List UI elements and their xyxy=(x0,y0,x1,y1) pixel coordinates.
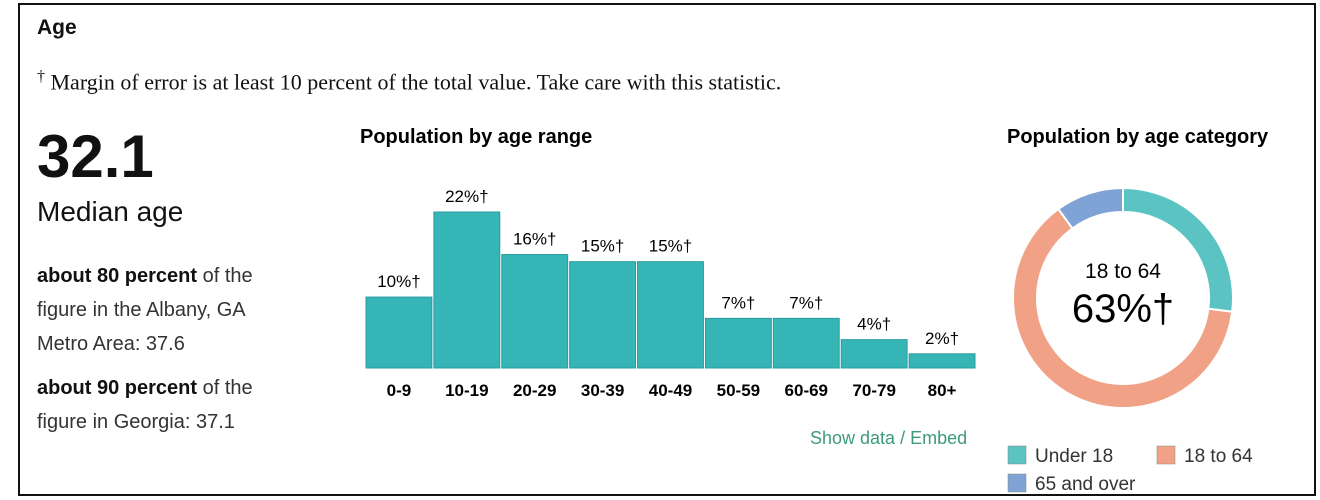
bar-label: 7%† xyxy=(721,293,755,312)
comparison: about 90 percent of the figure in Georgi… xyxy=(37,371,297,439)
section-frame xyxy=(18,3,1316,496)
comparison-bold: about 80 percent xyxy=(37,265,198,287)
x-tick-label: 40-49 xyxy=(649,381,692,400)
legend-swatch xyxy=(1007,473,1027,493)
legend-label: Under 18 xyxy=(1035,446,1113,467)
legend-label: 65 and over xyxy=(1035,474,1136,495)
bar-label: 4%† xyxy=(857,315,891,334)
note-symbol: † xyxy=(37,68,45,85)
embed-link[interactable]: Embed xyxy=(910,428,968,448)
x-tick-label: 70-79 xyxy=(852,381,895,400)
center-category: 18 to 64 xyxy=(1085,260,1161,283)
note-text: Margin of error is at least 10 percent o… xyxy=(50,69,782,95)
x-tick-label: 30-39 xyxy=(581,381,624,400)
donut-segment xyxy=(1056,186,1124,230)
center-value: 63%† xyxy=(1072,287,1174,331)
bar xyxy=(908,353,976,369)
bar xyxy=(433,211,501,369)
show-data-link[interactable]: Show data xyxy=(810,428,896,448)
x-tick-label: 0-9 xyxy=(387,381,412,400)
bar-label: 15%† xyxy=(581,237,624,256)
median-value: 32.1 xyxy=(37,123,154,190)
median-label: Median age xyxy=(37,196,184,227)
comparison: about 80 percent of the figure in the Al… xyxy=(37,259,297,361)
x-tick-label: 60-69 xyxy=(785,381,828,400)
x-tick-label: 20-29 xyxy=(513,381,556,400)
link-separator: / xyxy=(900,428,906,448)
comparison-text: of the figure in the Albany, GA Metro Ar… xyxy=(37,265,253,355)
donut-segment xyxy=(1012,207,1234,409)
bar-label: 7%† xyxy=(789,293,823,312)
bar xyxy=(704,317,772,369)
legend-swatch xyxy=(1156,445,1176,465)
comparison-text: of the figure in Georgia: 37.1 xyxy=(37,377,253,433)
bar-label: 2%† xyxy=(925,329,959,348)
legend-swatch xyxy=(1007,445,1027,465)
legend-label: 18 to 64 xyxy=(1184,446,1253,467)
bar-label: 16%† xyxy=(513,230,556,249)
bar xyxy=(840,339,908,369)
bar-label: 10%† xyxy=(377,272,420,291)
note: † Margin of error is at least 10 percent… xyxy=(37,68,781,95)
bar-label: 22%† xyxy=(445,187,488,206)
bar xyxy=(365,296,433,369)
chart-title: Population by age range xyxy=(360,126,592,148)
bar xyxy=(501,254,569,369)
bar xyxy=(637,261,704,369)
links: Show data / Embed xyxy=(810,428,967,449)
bar-label: 15%† xyxy=(649,237,692,256)
x-tick-label: 10-19 xyxy=(445,381,488,400)
comparison-bold: about 90 percent xyxy=(37,377,198,399)
chart-title: Population by age category xyxy=(1007,126,1269,148)
bar xyxy=(569,261,637,369)
section-title: Age xyxy=(37,16,77,39)
x-tick-label: 50-59 xyxy=(717,381,760,400)
bar xyxy=(772,317,840,369)
x-tick-label: 80+ xyxy=(928,381,957,400)
